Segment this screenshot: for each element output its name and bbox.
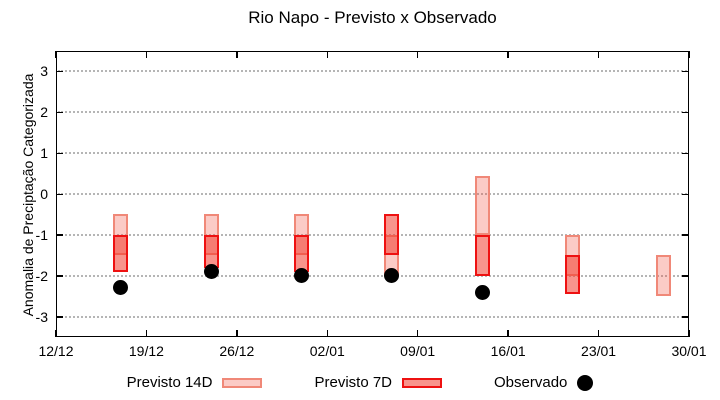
x-tick-label: 16/01: [490, 343, 526, 359]
x-tick-label: 09/01: [400, 343, 436, 359]
legend-label: Previsto 14D: [126, 374, 213, 391]
y-tick-mark-left: [56, 316, 63, 318]
y-gridline: [58, 274, 687, 277]
observed-dot: [384, 268, 400, 284]
x-tick-mark-bottom: [597, 330, 600, 337]
observed-dot: [293, 268, 309, 284]
legend-label: Observado: [494, 374, 568, 391]
legend-swatch-dot: [577, 374, 594, 391]
x-tick-mark-top: [507, 51, 509, 58]
y-tick-mark-right: [682, 193, 689, 195]
y-tick-mark-right: [682, 111, 689, 114]
y-tick-label: 0: [40, 186, 48, 202]
observed-dot: [474, 284, 490, 300]
y-tick-label: -2: [35, 267, 48, 284]
x-tick-mark-bottom: [236, 330, 238, 337]
y-tick-label: 3: [40, 63, 48, 80]
y-tick-mark-right: [682, 234, 689, 236]
y-tick-mark-left: [56, 152, 63, 155]
y-tick-mark-left: [56, 275, 63, 277]
x-tick-label: 23/01: [581, 343, 617, 359]
y-gridline: [58, 193, 687, 195]
x-tick-mark-top: [416, 51, 419, 58]
bar-previsto-7d: [384, 214, 400, 256]
x-tick-mark-top: [597, 51, 600, 58]
y-tick-mark-right: [682, 70, 689, 73]
x-tick-mark-top: [688, 51, 690, 58]
observed-dot: [203, 264, 219, 280]
y-gridline: [58, 70, 687, 73]
y-gridline: [58, 152, 687, 155]
y-tick-mark-left: [56, 70, 63, 73]
y-tick-mark-right: [682, 275, 689, 277]
y-tick-mark-left: [56, 234, 63, 236]
bar-previsto-7d: [293, 234, 309, 272]
legend-label: Previsto 7D: [314, 374, 393, 391]
bar-previsto-7d: [474, 234, 490, 276]
x-tick-mark-bottom: [688, 330, 690, 337]
chart-title: Rio Napo - Previsto x Observado: [248, 8, 497, 27]
x-tick-label: 02/01: [309, 343, 345, 359]
y-gridline: [58, 111, 687, 114]
x-tick-label: 26/12: [219, 343, 255, 359]
x-tick-label: 19/12: [128, 343, 164, 359]
observed-dot: [113, 280, 129, 296]
y-tick-label: 2: [40, 104, 48, 121]
y-tick-mark-right: [682, 316, 689, 318]
y-tick-label: -3: [35, 308, 48, 325]
legend-item: Previsto 14D: [127, 374, 263, 391]
bar-previsto-7d: [113, 234, 129, 272]
y-gridline: [58, 315, 687, 318]
legend: Previsto 14D Previsto 7D Observado: [0, 374, 720, 391]
x-tick-label: 30/01: [671, 343, 707, 359]
x-tick-mark-top: [236, 51, 238, 58]
x-tick-mark-bottom: [145, 330, 148, 337]
legend-swatch: [222, 377, 263, 388]
y-tick-mark-right: [682, 152, 689, 155]
y-tick-label: 1: [40, 145, 48, 162]
bar-previsto-14d: [474, 175, 490, 235]
bar-previsto-7d: [203, 234, 219, 268]
bar-previsto-14d: [655, 255, 671, 297]
legend-item: Previsto 7D: [314, 374, 443, 391]
x-tick-mark-top: [326, 51, 329, 58]
y-gridline: [58, 233, 687, 236]
x-tick-mark-bottom: [507, 330, 509, 337]
y-tick-mark-left: [56, 111, 63, 114]
legend-swatch: [402, 377, 443, 388]
y-tick-label: -1: [35, 226, 48, 243]
legend-item: Observado: [494, 374, 594, 391]
x-tick-mark-bottom: [416, 330, 419, 337]
bar-previsto-7d: [565, 255, 581, 295]
y-tick-mark-left: [56, 193, 63, 195]
plot-frame: [56, 51, 689, 337]
x-tick-mark-bottom: [326, 330, 329, 337]
x-tick-label: 12/12: [38, 343, 74, 359]
x-tick-mark-top: [145, 51, 148, 58]
